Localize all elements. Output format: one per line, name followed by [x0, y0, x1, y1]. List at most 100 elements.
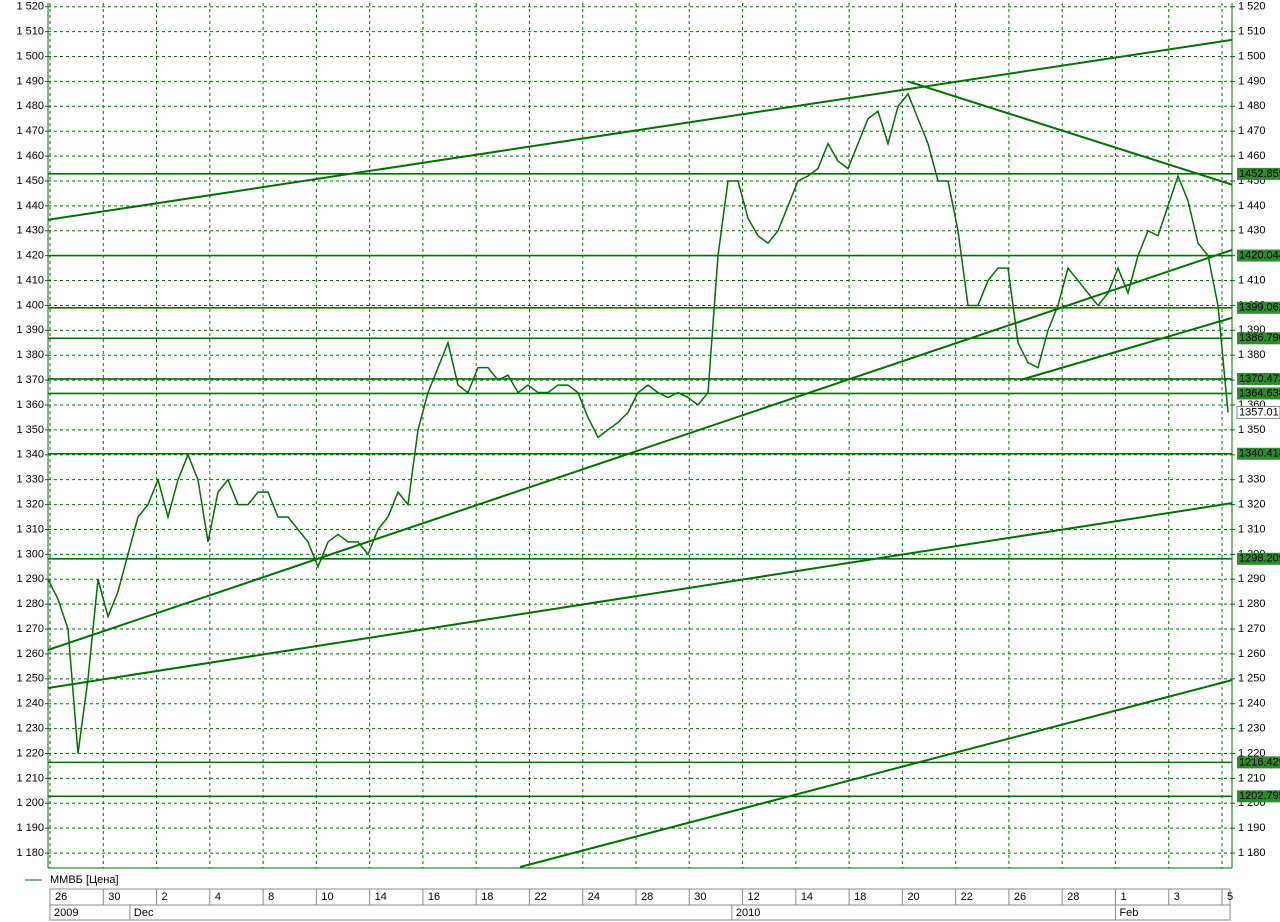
y-tick-label: 1 370 — [16, 374, 44, 386]
x-tick-label: 8 — [268, 891, 274, 903]
period-label: Dec — [134, 907, 154, 919]
level-label: 1399.062 — [1239, 302, 1280, 314]
x-tick-label: 18 — [481, 891, 493, 903]
level-label-box — [1237, 167, 1280, 180]
level-label: 1364.638 — [1239, 387, 1280, 399]
level-label-box — [1237, 756, 1280, 769]
trend-line — [907, 80, 1232, 186]
y-tick-label: 1 270 — [16, 623, 44, 635]
x-tick-label: 30 — [108, 891, 120, 903]
level-label: 1298.209 — [1239, 553, 1280, 565]
x-tick-label: 10 — [321, 891, 333, 903]
y-tick-label: 1 210 — [16, 772, 44, 784]
x-tick-label: 20 — [907, 891, 919, 903]
y2-tick-label: 1 460 — [1238, 150, 1266, 162]
x-tick-label: 2 — [162, 891, 168, 903]
y-tick-label: 1 240 — [16, 698, 44, 710]
y2-tick-label: 1 480 — [1238, 100, 1266, 112]
y-tick-label: 1 500 — [16, 50, 44, 62]
y-tick-label: 1 480 — [16, 100, 44, 112]
level-label-box — [1237, 332, 1280, 345]
y-tick-label: 1 250 — [16, 673, 44, 685]
level-label-box — [1237, 372, 1280, 385]
x-tick-label: 14 — [801, 891, 813, 903]
y-tick-label: 1 420 — [16, 250, 44, 262]
y2-tick-label: 1 470 — [1238, 125, 1266, 137]
y-tick-label: 1 280 — [16, 598, 44, 610]
level-label: 1202.795 — [1239, 790, 1280, 802]
level-label: 1370.473 — [1239, 373, 1280, 385]
y2-tick-label: 1 520 — [1238, 1, 1266, 13]
y-tick-label: 1 260 — [16, 648, 44, 660]
y-tick-label: 1 400 — [16, 299, 44, 311]
y-tick-label: 1 460 — [16, 150, 44, 162]
y2-tick-label: 1 260 — [1238, 648, 1266, 660]
x-tick-label: 1 — [1120, 891, 1126, 903]
y-tick-label: 1 430 — [16, 225, 44, 237]
y-tick-label: 1 290 — [16, 573, 44, 585]
period-label: Feb — [1119, 907, 1138, 919]
y2-tick-label: 1 430 — [1238, 225, 1266, 237]
y-tick-label: 1 200 — [16, 797, 44, 809]
y2-tick-label: 1 320 — [1238, 498, 1266, 510]
level-label: 1420.044 — [1239, 249, 1280, 261]
level-label: 1452.859 — [1239, 168, 1280, 180]
y-tick-label: 1 470 — [16, 125, 44, 137]
y2-tick-label: 1 330 — [1238, 474, 1266, 486]
level-label-box — [1237, 249, 1280, 262]
y2-tick-label: 1 380 — [1238, 349, 1266, 361]
y-tick-label: 1 360 — [16, 399, 44, 411]
y-tick-label: 1 220 — [16, 747, 44, 759]
x-tick-label: 26 — [55, 891, 67, 903]
trend-line — [1019, 316, 1232, 382]
level-label: 1216.429 — [1239, 756, 1280, 768]
level-label: 1340.418 — [1239, 448, 1280, 460]
y2-tick-label: 1 310 — [1238, 523, 1266, 535]
y-tick-label: 1 380 — [16, 349, 44, 361]
y-tick-label: 1 330 — [16, 474, 44, 486]
y-tick-label: 1 350 — [16, 424, 44, 436]
y-tick-label: 1 510 — [16, 26, 44, 38]
y-tick-label: 1 180 — [16, 847, 44, 859]
y2-tick-label: 1 440 — [1238, 200, 1266, 212]
y-tick-label: 1 310 — [16, 523, 44, 535]
level-label-box — [1237, 552, 1280, 565]
y2-tick-label: 1 180 — [1238, 847, 1266, 859]
y-tick-label: 1 300 — [16, 548, 44, 560]
level-label-box — [1237, 301, 1280, 314]
x-tick-label: 3 — [1174, 891, 1180, 903]
y2-tick-label: 1 270 — [1238, 623, 1266, 635]
x-tick-label: 26 — [1014, 891, 1026, 903]
y-tick-label: 1 190 — [16, 822, 44, 834]
x-tick-label: 28 — [641, 891, 653, 903]
trend-line — [48, 38, 1232, 221]
level-label: 1386.790 — [1239, 332, 1280, 344]
last-price-label: 1357.01 — [1239, 406, 1279, 418]
y2-tick-label: 1 240 — [1238, 698, 1266, 710]
y2-tick-label: 1 410 — [1238, 274, 1266, 286]
y2-tick-label: 1 190 — [1238, 822, 1266, 834]
y-tick-label: 1 520 — [16, 1, 44, 13]
y2-tick-label: 1 250 — [1238, 673, 1266, 685]
period-label: 2010 — [736, 907, 760, 919]
y2-tick-label: 1 350 — [1238, 424, 1266, 436]
trend-line — [48, 248, 1232, 651]
plot-area — [48, 38, 1232, 868]
trend-line — [48, 502, 1232, 690]
x-tick-label: 22 — [961, 891, 973, 903]
x-tick-label: 12 — [748, 891, 760, 903]
y-tick-label: 1 410 — [16, 274, 44, 286]
x-tick-label: 16 — [428, 891, 440, 903]
x-tick-label: 24 — [588, 891, 600, 903]
x-tick-label: 22 — [534, 891, 546, 903]
y2-tick-label: 1 510 — [1238, 26, 1266, 38]
period-label: 2009 — [54, 907, 78, 919]
x-tick-label: 14 — [375, 891, 387, 903]
y-tick-label: 1 490 — [16, 75, 44, 87]
level-label-box — [1237, 790, 1280, 803]
level-label-box — [1237, 387, 1280, 400]
x-tick-label: 18 — [854, 891, 866, 903]
y2-tick-label: 1 290 — [1238, 573, 1266, 585]
